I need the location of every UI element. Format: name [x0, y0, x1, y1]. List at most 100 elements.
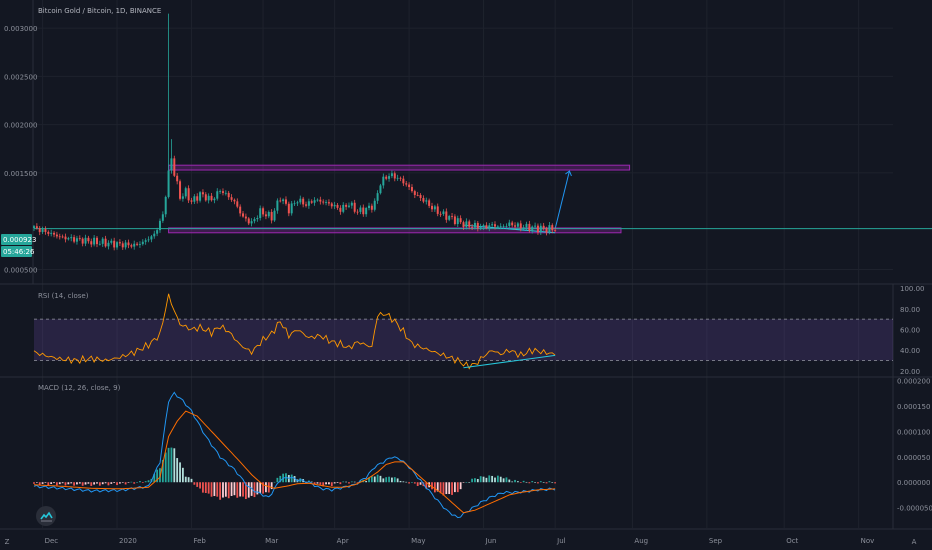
- macd-histogram-bar: [325, 482, 327, 485]
- macd-histogram-bar: [64, 482, 67, 486]
- candle-body: [167, 170, 170, 197]
- macd-histogram-bar: [73, 482, 75, 486]
- candle-body: [473, 222, 476, 228]
- macd-histogram-bar: [514, 479, 516, 483]
- candle-body: [554, 230, 557, 232]
- candle-body: [44, 229, 47, 232]
- x-axis-tick-label: Nov: [861, 537, 875, 545]
- candle-body: [130, 245, 133, 247]
- macd-histogram-bar: [259, 482, 262, 493]
- macd-histogram-bar: [244, 482, 247, 500]
- candle-body: [302, 198, 305, 205]
- auto-scale-button[interactable]: A: [911, 538, 917, 546]
- macd-axis-tick-label: 0.000100: [897, 428, 930, 436]
- candle-body: [531, 226, 534, 231]
- macd-histogram-bar: [101, 482, 104, 485]
- macd-histogram-bar: [233, 482, 236, 496]
- macd-histogram-bar: [313, 482, 316, 485]
- candle-body: [488, 225, 491, 229]
- candle-body: [330, 203, 333, 207]
- candle-body: [239, 206, 242, 214]
- candle-body: [93, 237, 96, 245]
- candle-body: [196, 196, 199, 201]
- candle-body: [58, 236, 61, 238]
- candle-body: [136, 243, 139, 245]
- macd-histogram-bar: [41, 482, 44, 484]
- candle-body: [370, 205, 373, 210]
- candle-body: [347, 205, 350, 207]
- candle-body: [439, 213, 442, 215]
- candle-body: [359, 207, 362, 212]
- candle-body: [33, 226, 35, 228]
- candle-body: [433, 206, 436, 210]
- macd-histogram-bar: [465, 481, 468, 483]
- macd-histogram-bar: [98, 482, 101, 486]
- macd-axis-tick-label: 0.000000: [897, 479, 930, 487]
- candle-body: [388, 176, 391, 179]
- macd-histogram-bar: [336, 482, 339, 483]
- candle-body: [382, 176, 385, 186]
- toggle-log-scale-button[interactable]: Z: [4, 538, 10, 546]
- tradingview-logo-icon[interactable]: [36, 506, 56, 526]
- macd-histogram-bar: [70, 482, 73, 484]
- macd-histogram-bar: [385, 477, 388, 483]
- candle-body: [327, 202, 330, 204]
- macd-histogram-bar: [525, 481, 528, 483]
- candle-body: [548, 225, 551, 233]
- macd-histogram-bar: [411, 482, 413, 483]
- candle-body: [551, 225, 554, 231]
- candle-body: [408, 184, 411, 188]
- macd-histogram-bar: [393, 477, 396, 483]
- candle-body: [216, 191, 219, 199]
- candle-body: [305, 204, 308, 206]
- x-axis-tick-label: Jun: [485, 537, 497, 545]
- price-axis-tick-label: 0.002500: [4, 73, 37, 81]
- candle-body: [95, 237, 98, 245]
- countdown-badge-text: 05:46:26: [3, 248, 35, 256]
- x-axis-tick-label: Feb: [193, 537, 206, 545]
- macd-histogram-bar: [485, 477, 488, 483]
- candles-layer: [33, 13, 557, 251]
- macd-histogram-bar: [156, 469, 159, 483]
- candle-body: [353, 202, 356, 212]
- candle-body: [38, 228, 41, 233]
- macd-axis-tick-label: 0.000150: [897, 403, 930, 411]
- candle-body: [190, 200, 193, 202]
- candle-body: [70, 237, 73, 239]
- candle-body: [499, 226, 502, 228]
- rsi-axis-tick-label: 100.00: [900, 285, 925, 293]
- macd-histogram-bar: [376, 474, 379, 483]
- candle-body: [259, 208, 262, 219]
- macd-histogram-bar: [328, 482, 330, 485]
- rsi-layer: [33, 293, 893, 370]
- candle-body: [282, 199, 285, 202]
- macd-histogram-bar: [210, 482, 213, 497]
- candle-body: [150, 236, 153, 240]
- macd-histogram-bar: [93, 482, 96, 485]
- macd-histogram-bar: [116, 482, 118, 486]
- resistance-zone: [168, 164, 631, 171]
- candle-body: [428, 200, 431, 206]
- candle-body: [436, 206, 439, 214]
- macd-histogram-bar: [436, 482, 439, 492]
- macd-histogram-bar: [242, 482, 244, 497]
- candle-body: [534, 225, 537, 227]
- macd-histogram-bar: [451, 482, 453, 495]
- macd-histogram-bar: [44, 482, 47, 483]
- macd-histogram-bar: [147, 480, 150, 483]
- candle-body: [525, 223, 528, 228]
- macd-histogram-bar: [113, 482, 116, 483]
- macd-histogram-bar: [273, 481, 276, 483]
- rsi-axis-tick-label: 60.00: [900, 326, 920, 334]
- macd-histogram-bar: [181, 467, 184, 483]
- candle-body: [402, 178, 405, 184]
- candle-body: [201, 192, 204, 195]
- candle-body: [147, 239, 150, 241]
- candle-body: [279, 200, 282, 202]
- candle-body: [419, 195, 422, 198]
- macd-histogram-bar: [173, 448, 176, 483]
- rsi-axis-tick-label: 40.00: [900, 347, 920, 355]
- macd-histogram-bar: [534, 482, 536, 483]
- candle-body: [396, 177, 399, 179]
